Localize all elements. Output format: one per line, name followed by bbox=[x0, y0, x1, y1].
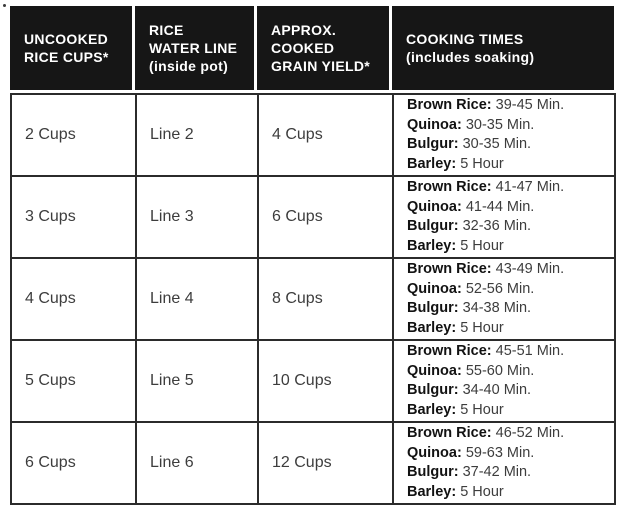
time-value: 30-35 Min. bbox=[465, 116, 535, 133]
cell-water-line: Line 3 bbox=[135, 175, 259, 259]
grain-label: Barley: bbox=[407, 237, 457, 254]
column-header-cooked-grain-yield: APPROX. COOKED GRAIN YIELD* bbox=[257, 6, 392, 90]
cell-cooking-times: Brown Rice: 46-52 Min. Quinoa: 59-63 Min… bbox=[392, 421, 616, 505]
grain-label: Brown Rice: bbox=[407, 343, 492, 359]
time-value: 5 Hour bbox=[460, 237, 504, 254]
time-entry-bulgur: Bulgur: 34-40 Min. bbox=[407, 381, 614, 401]
grain-label: Barley: bbox=[407, 483, 457, 500]
grain-label: Barley: bbox=[407, 319, 457, 336]
grain-label: Brown Rice: bbox=[407, 425, 492, 441]
column-header-cooking-times: COOKING TIMES (includes soaking) bbox=[392, 6, 614, 90]
grain-label: Brown Rice: bbox=[407, 97, 492, 113]
grain-label: Quinoa: bbox=[407, 280, 462, 297]
time-entry-brown-rice: Brown Rice: 39-45 Min. bbox=[407, 96, 614, 116]
cell-grain-yield: 4 Cups bbox=[257, 93, 394, 177]
time-entry-barley: Barley: 5 Hour bbox=[407, 155, 614, 175]
column-header-uncooked-rice-cups: UNCOOKED RICE CUPS* bbox=[10, 6, 135, 90]
time-value: 55-60 Min. bbox=[465, 362, 535, 379]
cell-cooking-times: Brown Rice: 45-51 Min. Quinoa: 55-60 Min… bbox=[392, 339, 616, 423]
table-row: 6 Cups Line 6 12 Cups Brown Rice: 46-52 … bbox=[10, 421, 616, 505]
grain-label: Brown Rice: bbox=[407, 179, 492, 195]
time-value: 41-47 Min. bbox=[495, 179, 565, 195]
table-row: 3 Cups Line 3 6 Cups Brown Rice: 41-47 M… bbox=[10, 175, 616, 259]
grain-label: Brown Rice: bbox=[407, 261, 492, 277]
grain-label: Quinoa: bbox=[407, 362, 462, 379]
table-row: 5 Cups Line 5 10 Cups Brown Rice: 45-51 … bbox=[10, 339, 616, 423]
time-entry-quinoa: Quinoa: 52-56 Min. bbox=[407, 280, 614, 300]
time-entry-bulgur: Bulgur: 32-36 Min. bbox=[407, 217, 614, 237]
cell-uncooked-cups: 2 Cups bbox=[10, 93, 137, 177]
time-entry-barley: Barley: 5 Hour bbox=[407, 483, 614, 503]
time-entry-brown-rice: Brown Rice: 45-51 Min. bbox=[407, 342, 614, 362]
time-value: 37-42 Min. bbox=[462, 464, 532, 480]
table-row: 4 Cups Line 4 8 Cups Brown Rice: 43-49 M… bbox=[10, 257, 616, 341]
column-header-rice-water-line: RICE WATER LINE (inside pot) bbox=[135, 6, 257, 90]
time-value: 32-36 Min. bbox=[462, 218, 532, 234]
cell-grain-yield: 12 Cups bbox=[257, 421, 394, 505]
time-value: 5 Hour bbox=[460, 401, 504, 418]
time-value: 46-52 Min. bbox=[495, 425, 565, 441]
time-value: 43-49 Min. bbox=[495, 261, 565, 277]
time-entry-quinoa: Quinoa: 55-60 Min. bbox=[407, 362, 614, 382]
cell-water-line: Line 4 bbox=[135, 257, 259, 341]
time-entry-bulgur: Bulgur: 37-42 Min. bbox=[407, 463, 614, 483]
grain-label: Quinoa: bbox=[407, 198, 462, 215]
cell-uncooked-cups: 6 Cups bbox=[10, 421, 137, 505]
cell-grain-yield: 8 Cups bbox=[257, 257, 394, 341]
time-value: 34-38 Min. bbox=[462, 300, 532, 316]
cell-uncooked-cups: 3 Cups bbox=[10, 175, 137, 259]
cell-cooking-times: Brown Rice: 41-47 Min. Quinoa: 41-44 Min… bbox=[392, 175, 616, 259]
cell-uncooked-cups: 4 Cups bbox=[10, 257, 137, 341]
time-value: 41-44 Min. bbox=[465, 198, 535, 215]
table-body: 2 Cups Line 2 4 Cups Brown Rice: 39-45 M… bbox=[10, 93, 616, 505]
table-header-row: UNCOOKED RICE CUPS* RICE WATER LINE (ins… bbox=[10, 6, 614, 90]
time-entry-bulgur: Bulgur: 30-35 Min. bbox=[407, 135, 614, 155]
grain-label: Barley: bbox=[407, 155, 457, 172]
time-value: 45-51 Min. bbox=[495, 343, 565, 359]
grain-label: Bulgur: bbox=[407, 382, 459, 398]
grain-label: Bulgur: bbox=[407, 300, 459, 316]
time-entry-bulgur: Bulgur: 34-38 Min. bbox=[407, 299, 614, 319]
cell-water-line: Line 5 bbox=[135, 339, 259, 423]
time-entry-brown-rice: Brown Rice: 46-52 Min. bbox=[407, 424, 614, 444]
time-entry-barley: Barley: 5 Hour bbox=[407, 319, 614, 339]
grain-label: Barley: bbox=[407, 401, 457, 418]
time-value: 30-35 Min. bbox=[462, 136, 532, 152]
grain-label: Quinoa: bbox=[407, 116, 462, 133]
time-value: 34-40 Min. bbox=[462, 382, 532, 398]
time-value: 5 Hour bbox=[460, 319, 504, 336]
stray-dot bbox=[3, 4, 6, 7]
time-entry-barley: Barley: 5 Hour bbox=[407, 401, 614, 421]
time-entry-barley: Barley: 5 Hour bbox=[407, 237, 614, 257]
time-value: 59-63 Min. bbox=[465, 444, 535, 461]
time-value: 5 Hour bbox=[460, 155, 504, 172]
time-entry-quinoa: Quinoa: 59-63 Min. bbox=[407, 444, 614, 464]
cell-uncooked-cups: 5 Cups bbox=[10, 339, 137, 423]
time-value: 5 Hour bbox=[460, 483, 504, 500]
cell-cooking-times: Brown Rice: 43-49 Min. Quinoa: 52-56 Min… bbox=[392, 257, 616, 341]
time-value: 52-56 Min. bbox=[465, 280, 535, 297]
cell-cooking-times: Brown Rice: 39-45 Min. Quinoa: 30-35 Min… bbox=[392, 93, 616, 177]
time-entry-brown-rice: Brown Rice: 41-47 Min. bbox=[407, 178, 614, 198]
cell-water-line: Line 2 bbox=[135, 93, 259, 177]
time-entry-quinoa: Quinoa: 41-44 Min. bbox=[407, 198, 614, 218]
grain-label: Bulgur: bbox=[407, 136, 459, 152]
time-value: 39-45 Min. bbox=[495, 97, 565, 113]
cell-grain-yield: 10 Cups bbox=[257, 339, 394, 423]
grain-label: Quinoa: bbox=[407, 444, 462, 461]
time-entry-brown-rice: Brown Rice: 43-49 Min. bbox=[407, 260, 614, 280]
cell-grain-yield: 6 Cups bbox=[257, 175, 394, 259]
grain-label: Bulgur: bbox=[407, 464, 459, 480]
rice-cooking-table: UNCOOKED RICE CUPS* RICE WATER LINE (ins… bbox=[10, 6, 616, 505]
cell-water-line: Line 6 bbox=[135, 421, 259, 505]
grain-label: Bulgur: bbox=[407, 218, 459, 234]
time-entry-quinoa: Quinoa: 30-35 Min. bbox=[407, 116, 614, 136]
table-row: 2 Cups Line 2 4 Cups Brown Rice: 39-45 M… bbox=[10, 93, 616, 177]
